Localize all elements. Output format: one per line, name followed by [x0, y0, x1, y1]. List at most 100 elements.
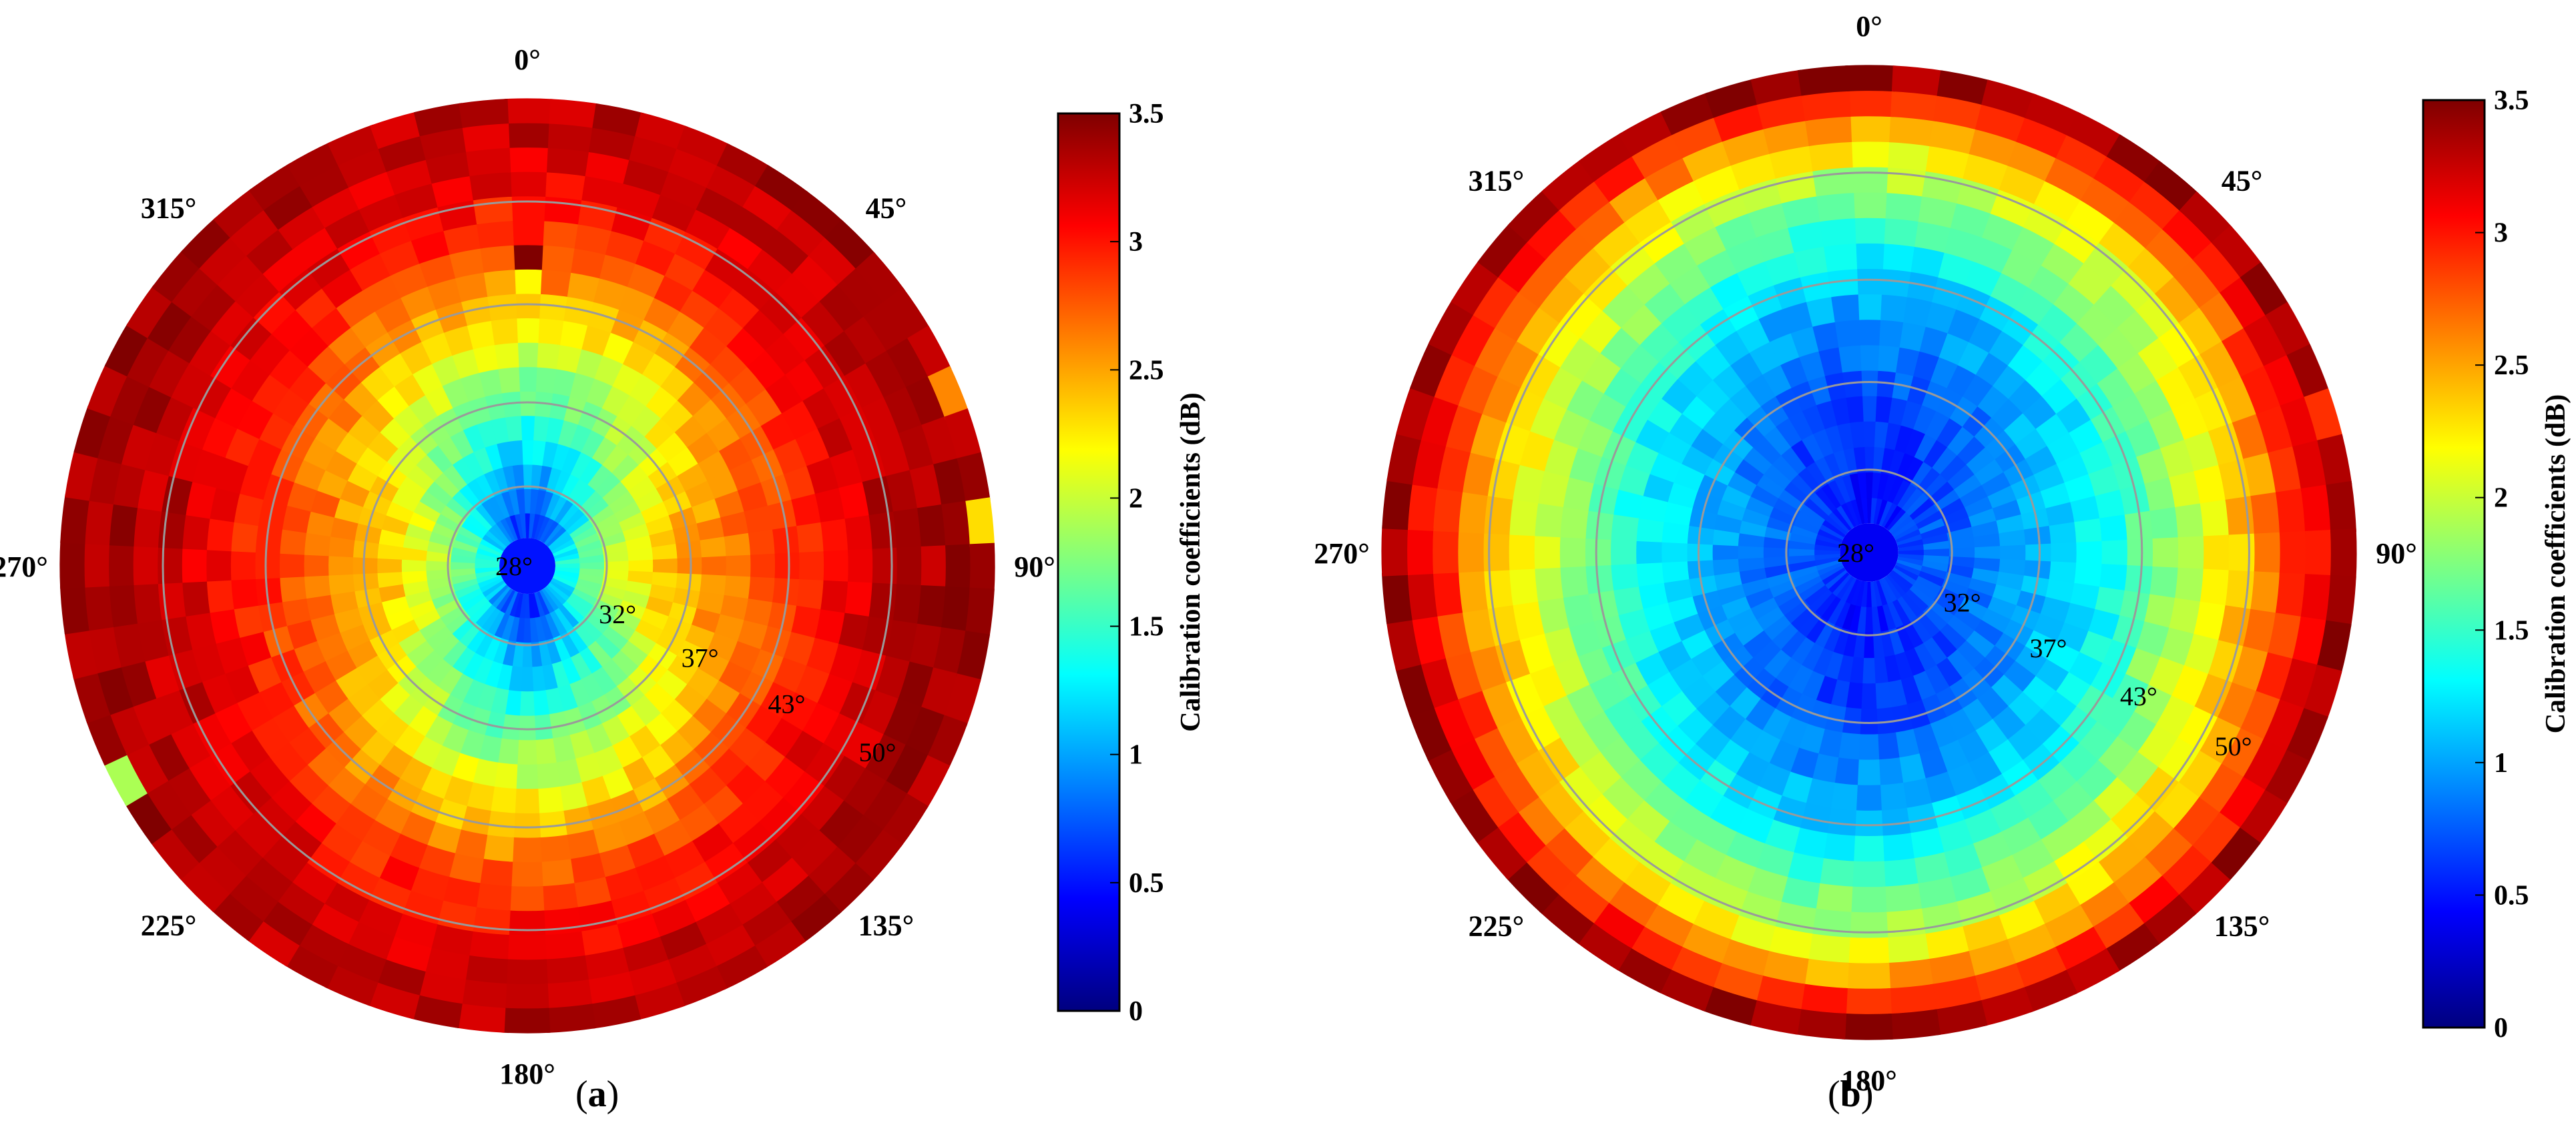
- heatmap-cell: [1886, 167, 1928, 197]
- heatmap-cell: [1716, 583, 1746, 606]
- heatmap-cell: [425, 151, 473, 184]
- heatmap-cell: [109, 582, 138, 628]
- heatmap-cell: [504, 591, 518, 616]
- heatmap-cell: [599, 585, 626, 601]
- heatmap-cell: [1999, 529, 2026, 547]
- heatmap-cell: [791, 493, 822, 528]
- heatmap-cell: [260, 899, 312, 946]
- heatmap-cell: [1916, 511, 1943, 530]
- heatmap-cell: [1469, 643, 1507, 691]
- heatmap-cell: [1881, 502, 1898, 528]
- heatmap-cell: [1743, 446, 1773, 475]
- heatmap-cell: [1655, 881, 1705, 925]
- heatmap-cell: [1905, 803, 1939, 834]
- heatmap-cell: [1712, 528, 1740, 546]
- heatmap-cell: [1748, 729, 1781, 763]
- heatmap-cell: [381, 514, 410, 536]
- heatmap-cell: [459, 622, 482, 648]
- heatmap-cell: [631, 406, 662, 438]
- heatmap-cell: [258, 680, 294, 719]
- heatmap-cell: [1512, 462, 1545, 504]
- heatmap-cell: [1801, 91, 1851, 121]
- heatmap-cell: [608, 618, 635, 642]
- heatmap-cell: [1865, 472, 1874, 498]
- heatmap-cell: [1944, 228, 1985, 262]
- heatmap-cell: [2263, 749, 2310, 806]
- heatmap-cell: [376, 542, 403, 560]
- heatmap-cell: [1697, 248, 1739, 288]
- heatmap-cell: [1412, 437, 1447, 489]
- heatmap-cell: [1898, 544, 1924, 552]
- heatmap-cell: [1494, 290, 1541, 342]
- heatmap-cell: [411, 230, 452, 264]
- heatmap-cell: [737, 482, 769, 513]
- heatmap-cell: [1575, 200, 1627, 248]
- heatmap-cell: [1730, 384, 1762, 418]
- heatmap-cell: [1538, 320, 1581, 368]
- heatmap-cell: [1395, 661, 1435, 717]
- heatmap-cell: [462, 679, 485, 708]
- heatmap-cell: [1822, 519, 1846, 538]
- heatmap-cell: [450, 429, 475, 458]
- heatmap-cell: [1896, 596, 1917, 622]
- heatmap-cell: [1593, 613, 1626, 649]
- heatmap-cell: [352, 572, 379, 592]
- heatmap-cell: [1845, 65, 1896, 92]
- heatmap-cell: [1932, 277, 1967, 310]
- heatmap-cell: [455, 1003, 506, 1033]
- heatmap-cell: [1992, 499, 2022, 522]
- heatmap-cell: [269, 779, 312, 822]
- heatmap-cell: [1534, 533, 1561, 569]
- heatmap-cell: [1543, 826, 1593, 876]
- heatmap-cell: [1981, 472, 2012, 498]
- heatmap-cell: [1896, 559, 1922, 572]
- heatmap-cell: [511, 244, 545, 270]
- heatmap-cell: [1925, 145, 1972, 179]
- colorbar-tick-label: 3.5: [1129, 99, 1164, 129]
- heatmap-cell: [1873, 581, 1883, 607]
- heatmap-cell: [1824, 372, 1848, 401]
- heatmap-cell: [1814, 556, 1841, 566]
- heatmap-cell: [2021, 508, 2050, 531]
- heatmap-cell: [1963, 374, 1995, 408]
- heatmap-cell: [2239, 691, 2281, 742]
- heatmap-cell: [1734, 619, 1764, 646]
- colorbar-gradient: [2422, 99, 2486, 1029]
- heatmap-cell: [1559, 336, 1602, 381]
- heatmap-cell: [782, 632, 816, 668]
- heatmap-cell: [1912, 504, 1939, 525]
- angle-tick-label: 180°: [499, 1058, 555, 1090]
- heatmap-cell: [465, 781, 495, 811]
- heatmap-cell: [2066, 111, 2123, 159]
- heatmap-cell: [2016, 117, 2070, 159]
- heatmap-cell: [538, 640, 552, 667]
- heatmap-cell: [1727, 470, 1758, 497]
- heatmap-cell: [1736, 260, 1776, 296]
- heatmap-cell: [2174, 567, 2204, 605]
- heatmap-cell: [1654, 242, 1700, 284]
- heatmap-cell: [757, 797, 802, 842]
- heatmap-cell: [730, 206, 780, 252]
- heatmap-cell: [378, 583, 406, 603]
- heatmap-cell: [1884, 655, 1901, 683]
- heatmap-cell: [2033, 180, 2083, 224]
- heatmap-cell: [246, 919, 300, 967]
- heatmap-cell: [488, 585, 509, 605]
- heatmap-cell: [1475, 825, 1527, 880]
- heatmap-cell: [2015, 428, 2049, 460]
- heatmap-cell: [790, 830, 838, 878]
- heatmap-cell: [1957, 342, 1991, 376]
- heatmap-cell: [1721, 484, 1752, 508]
- heatmap-cell: [286, 141, 341, 186]
- heatmap-cell: [781, 771, 825, 817]
- heatmap-cell: [633, 855, 676, 892]
- heatmap-cell: [202, 416, 238, 458]
- heatmap-cell: [2200, 499, 2230, 538]
- heatmap-cell: [369, 216, 414, 254]
- heatmap-cell: [611, 650, 639, 678]
- heatmap-cell: [531, 666, 546, 692]
- heatmap-cell: [156, 394, 195, 442]
- heatmap-cell: [441, 876, 481, 908]
- heatmap-cell: [1882, 604, 1896, 631]
- heatmap-cell: [1524, 843, 1576, 895]
